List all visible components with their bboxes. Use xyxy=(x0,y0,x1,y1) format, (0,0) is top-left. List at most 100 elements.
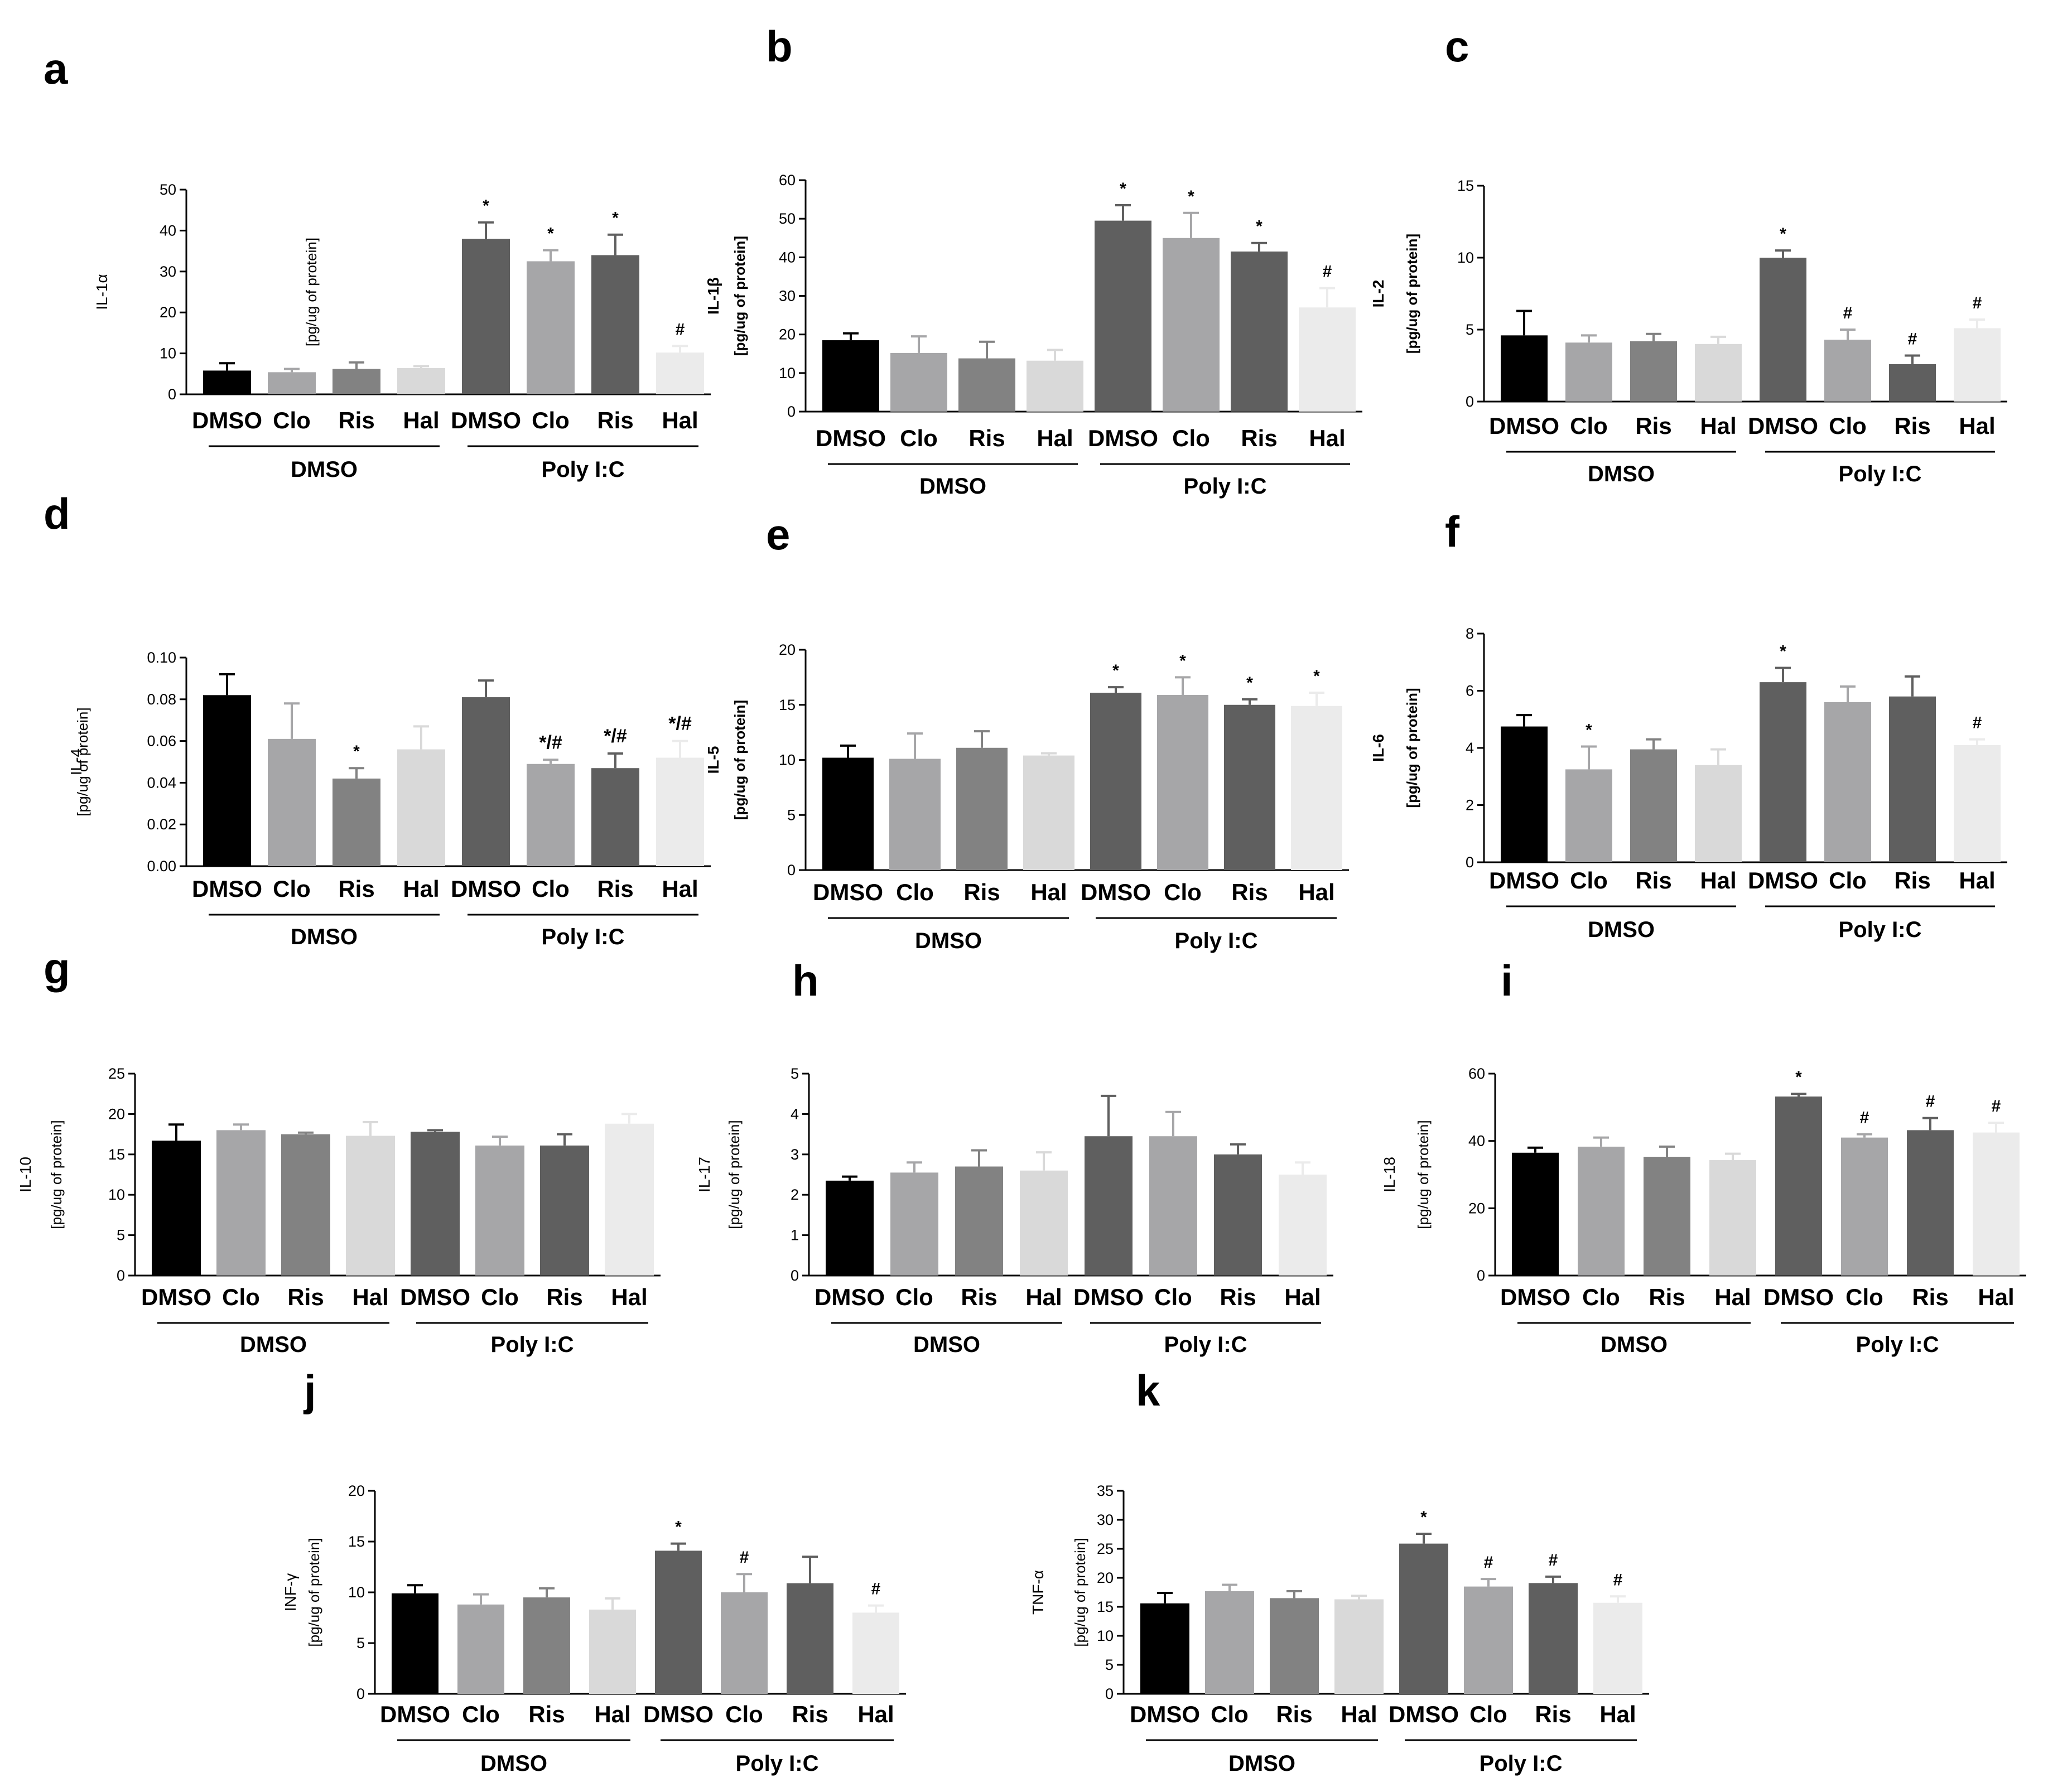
y-axis-title: IL-1α [pg/ug of protein] xyxy=(93,238,320,346)
bar-dmso-dmso xyxy=(203,695,251,866)
y-tick-label: 20 xyxy=(1468,1200,1485,1216)
y-axis-label: IL-10 xyxy=(17,1157,34,1192)
significance-mark: * xyxy=(483,197,489,215)
bar-polyic-clo xyxy=(1149,1136,1197,1276)
bar-polyic-dmso xyxy=(1085,1136,1133,1276)
bar-dmso-hal xyxy=(397,749,445,866)
significance-mark: # xyxy=(1484,1553,1493,1572)
category-label: Ris xyxy=(1635,867,1671,893)
y-axis-unit: [pg/ug of protein] xyxy=(306,1538,322,1646)
y-axis-label: INF-γ xyxy=(282,1573,299,1611)
bar-dmso-ris xyxy=(1630,341,1677,402)
bar-polyic-clo xyxy=(1841,1137,1888,1276)
panel-a: a 0 10 20 30 40 50 IL-1α [pg/ug of protein] DMSO C… xyxy=(44,44,711,482)
panel-letter: g xyxy=(44,944,70,993)
category-label: DMSO xyxy=(1748,413,1818,439)
panel-j: j 0 5 10 15 20 INF-γ [pg/ug of protein] DMSO Clo R… xyxy=(282,1366,906,1776)
panel-letter: j xyxy=(303,1366,316,1415)
y-axis-label: IL-1β xyxy=(705,277,722,315)
bar-polyic-dmso xyxy=(1095,220,1151,412)
y-axis-title: IL-1β [pg/ug of protein] xyxy=(705,236,748,356)
y-tick-label: 5 xyxy=(117,1227,125,1244)
bar-polyic-hal xyxy=(1954,745,2001,862)
category-label: Clo xyxy=(222,1284,260,1310)
category-label: Hal xyxy=(1309,425,1345,451)
category-label: Ris xyxy=(968,425,1005,451)
y-tick-label: 50 xyxy=(160,181,176,198)
category-label: Ris xyxy=(1276,1701,1312,1727)
category-label: Clo xyxy=(1172,425,1210,451)
panel-letter: f xyxy=(1445,507,1460,556)
significance-mark: * xyxy=(547,225,554,243)
category-label: Clo xyxy=(532,876,570,902)
category-label: Ris xyxy=(792,1701,828,1727)
group-label: DMSO xyxy=(1588,917,1655,942)
y-axis-label: IL-5 xyxy=(705,746,722,774)
category-label: DMSO xyxy=(1489,867,1559,893)
group-label: DMSO xyxy=(1601,1332,1668,1357)
y-tick-label: 0.06 xyxy=(147,733,176,750)
y-axis-label: TNF-α xyxy=(1029,1570,1047,1615)
bar-dmso-hal xyxy=(589,1609,636,1694)
category-label: DMSO xyxy=(451,876,521,902)
bar-dmso-dmso xyxy=(1501,335,1548,402)
significance-mark: * xyxy=(353,742,360,761)
y-axis-title: IL-5 [pg/ug of protein] xyxy=(705,700,748,820)
category-label: DMSO xyxy=(813,879,883,905)
category-label: Hal xyxy=(1025,1284,1062,1310)
category-label: Hal xyxy=(403,407,439,433)
y-axis-title: IL-6 [pg/ug of protein] xyxy=(1370,688,1420,808)
category-label: Hal xyxy=(1978,1284,2014,1310)
category-label: Ris xyxy=(528,1701,565,1727)
category-label: Hal xyxy=(1714,1284,1751,1310)
bar-polyic-hal xyxy=(1279,1175,1327,1276)
bar-dmso-ris xyxy=(1270,1598,1319,1694)
y-tick-label: 15 xyxy=(1457,177,1474,194)
group-label: DMSO xyxy=(291,925,358,949)
y-tick-label: 15 xyxy=(108,1146,125,1163)
y-tick-label: 2 xyxy=(791,1186,799,1203)
y-axis-label: IL-6 xyxy=(1370,734,1387,762)
group-label: DMSO xyxy=(480,1751,547,1776)
significance-mark: # xyxy=(1973,294,1982,312)
panel-letter: i xyxy=(1501,956,1513,1005)
bar-dmso-dmso xyxy=(152,1141,201,1276)
y-tick-label: 20 xyxy=(779,641,796,658)
category-label: Hal xyxy=(352,1284,388,1310)
bar-dmso-dmso xyxy=(1140,1603,1189,1694)
bar-dmso-clo xyxy=(1565,342,1612,402)
group-label: Poly I:C xyxy=(1839,917,1922,942)
panel-h: h 0 1 2 3 4 5 IL-17 [pg/ug of protein] DMSO Clo Ris… xyxy=(696,956,1333,1357)
category-label: DMSO xyxy=(141,1284,211,1310)
category-label: Clo xyxy=(1164,879,1202,905)
bar-polyic-ris xyxy=(591,768,639,866)
y-axis-label: IL-17 xyxy=(696,1157,713,1192)
category-label: Ris xyxy=(597,876,633,902)
y-axis-unit: [pg/ug of protein] xyxy=(1415,1120,1432,1229)
panel-f: f 0 2 4 6 8 IL-6 [pg/ug of protein] DMSO * Clo Ris H… xyxy=(1370,507,2007,942)
y-tick-label: 0 xyxy=(356,1685,365,1702)
bar-polyic-ris xyxy=(1907,1130,1954,1276)
panel-letter: e xyxy=(766,510,790,559)
bar-dmso-ris xyxy=(1644,1157,1690,1276)
y-axis-label: IL-18 xyxy=(1381,1157,1398,1192)
y-tick-label: 25 xyxy=(108,1065,125,1082)
group-label: Poly I:C xyxy=(1164,1332,1247,1357)
bar-polyic-dmso xyxy=(462,239,510,394)
category-label: Clo xyxy=(900,425,938,451)
y-tick-label: 0 xyxy=(1477,1267,1485,1284)
group-label: DMSO xyxy=(919,474,986,499)
group-label: Poly I:C xyxy=(1175,929,1258,953)
significance-mark: # xyxy=(871,1580,881,1598)
category-label: Ris xyxy=(961,1284,997,1310)
category-label: Ris xyxy=(1231,879,1268,905)
significance-mark: # xyxy=(1926,1093,1935,1111)
significance-mark: * xyxy=(1112,661,1119,680)
group-label: DMSO xyxy=(915,929,982,953)
group-label: Poly I:C xyxy=(1839,462,1922,486)
y-tick-label: 0.10 xyxy=(147,649,176,666)
category-label: Ris xyxy=(1535,1701,1571,1727)
category-label: Ris xyxy=(338,876,374,902)
bar-dmso-hal xyxy=(1020,1170,1068,1276)
group-label: DMSO xyxy=(1588,462,1655,486)
